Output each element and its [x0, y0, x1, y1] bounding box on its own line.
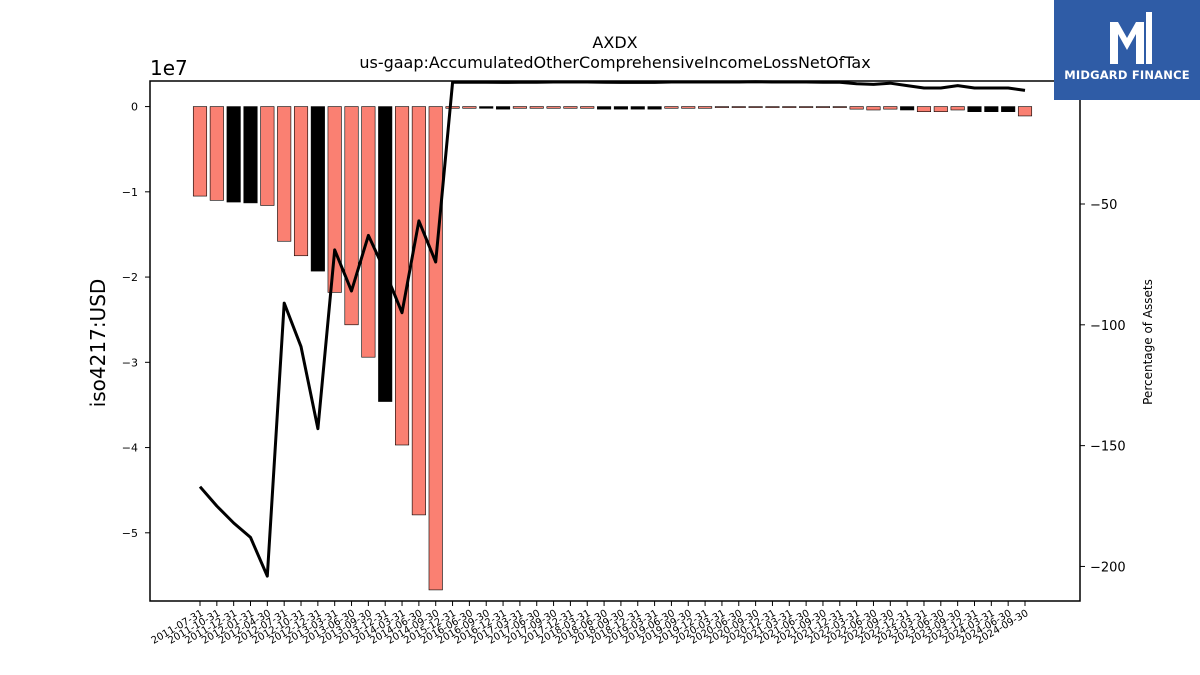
bar-2021-06-30 [799, 106, 814, 108]
bar-2012-07-31 [277, 106, 292, 242]
y-axis-offset-text: 1e7 [150, 56, 188, 80]
logo-text: MIDGARD FINANCE [1064, 68, 1190, 82]
bar-2021-12-31 [832, 106, 847, 108]
bar-2013-03-31 [327, 106, 342, 293]
y-tick-label: −5 [122, 527, 138, 540]
y2-tick-label: −50 [1090, 198, 1117, 213]
bar-2012-12-31 [310, 106, 325, 272]
chart-title: AXDX [592, 33, 637, 52]
bar-2020-12-31 [765, 106, 780, 108]
bar-2017-06-30 [529, 106, 544, 109]
bar-2019-06-30 [664, 106, 679, 109]
bar-2017-03-31 [512, 106, 527, 109]
bar-2018-03-31 [580, 106, 595, 109]
bar-2011-10-31 [209, 106, 224, 201]
bar-2017-09-30 [546, 106, 561, 109]
bar-2013-06-30 [344, 106, 359, 326]
bars-group [192, 106, 1033, 591]
bar-2023-09-30 [950, 106, 965, 111]
y2-axis-ticks: 0−50−100−150−200 [1080, 77, 1126, 575]
midgard-finance-logo: MIDGARD FINANCE [1054, 0, 1200, 100]
bar-2011-07-31 [192, 106, 208, 197]
bar-2022-09-30 [883, 106, 898, 110]
bar-2024-03-31 [984, 106, 999, 112]
bar-2018-09-30 [613, 106, 628, 110]
bar-2013-12-31 [378, 106, 393, 402]
bar-2022-12-31 [900, 106, 915, 111]
y2-axis-label: Percentage of Assets [1141, 279, 1155, 405]
bar-2016-09-30 [479, 106, 494, 109]
y-tick-label: −3 [122, 356, 138, 369]
bar-2023-03-31 [916, 106, 932, 112]
plot-frame [149, 80, 1081, 602]
bar-2024-09-30 [1017, 106, 1033, 117]
y2-tick-label: −100 [1090, 319, 1126, 334]
y-tick-label: −1 [122, 186, 138, 199]
x-axis-ticks: 2011-07-312011-10-312011-12-312012-01-31… [150, 601, 1031, 647]
bar-2017-12-31 [563, 106, 578, 109]
y2-tick-label: −150 [1090, 440, 1126, 455]
bar-2020-09-30 [748, 106, 763, 108]
bar-2013-09-30 [361, 106, 376, 358]
bar-2022-06-30 [866, 106, 881, 111]
y-axis-ticks: 0 −1 −2 −3 −4 −5 [122, 101, 150, 540]
bar-2016-12-31 [496, 106, 511, 110]
bar-2012-04-30 [260, 106, 275, 206]
bar-2014-06-30 [411, 106, 426, 516]
bar-2012-01-31 [243, 106, 258, 204]
bar-2020-03-31 [714, 106, 729, 108]
midgard-logo-icon [1110, 12, 1152, 64]
bar-2019-12-31 [698, 106, 713, 109]
bar-2018-12-31 [630, 106, 645, 110]
bar-2024-06-30 [1001, 106, 1016, 112]
bar-2014-03-31 [395, 106, 410, 446]
bar-2021-09-30 [815, 106, 830, 108]
bar-2014-09-30 [428, 106, 443, 591]
series-line-percentage-of-assets [198, 80, 1026, 578]
bar-2020-06-30 [731, 106, 746, 108]
bar-2019-03-31 [647, 106, 662, 110]
y-axis-label: iso4217:USD [86, 279, 110, 408]
bar-2012-10-31 [293, 106, 309, 257]
y-tick-label: −4 [122, 442, 138, 455]
bar-2019-09-30 [681, 106, 696, 109]
y2-tick-label: −200 [1090, 560, 1126, 575]
bar-2016-06-30 [462, 106, 477, 109]
bar-2023-12-31 [967, 106, 982, 112]
bar-2023-06-30 [933, 106, 948, 112]
bar-2018-06-30 [597, 106, 612, 110]
y-tick-label: −2 [122, 271, 138, 284]
y-tick-label: 0 [131, 101, 138, 114]
bar-2011-12-31 [226, 106, 241, 203]
bar-2022-03-31 [849, 106, 864, 110]
bar-2021-03-31 [782, 106, 797, 108]
bar-2015-12-31 [445, 106, 460, 109]
chart-subtitle: us-gaap:AccumulatedOtherComprehensiveInc… [359, 53, 870, 72]
